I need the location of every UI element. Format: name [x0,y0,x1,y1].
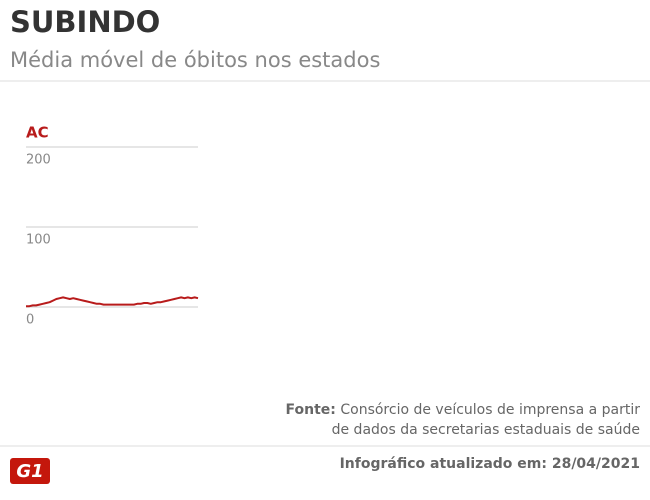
source: Fonte: Consórcio de veículos de imprensa… [286,402,641,418]
plot: 0 100 200 [26,146,199,328]
panel-title: AC [26,124,49,142]
source-line: Consórcio de veículos de imprensa a part… [340,402,640,418]
series-line [26,296,199,308]
source-line: de dados da secretarias estaduais de saú… [332,422,640,438]
logo-box [10,458,50,484]
logo: G1 [16,461,43,482]
subtitle: Média móvel de óbitos nos estados [10,48,380,72]
y-tick-label: 0 [26,313,34,328]
title: SUBINDO [10,5,160,39]
updated: Infográfico atualizado em: 28/04/2021 [340,456,640,472]
y-tick-label: 200 [26,153,51,168]
source-label: Fonte: [286,402,336,418]
y-tick-label: 100 [26,233,51,248]
